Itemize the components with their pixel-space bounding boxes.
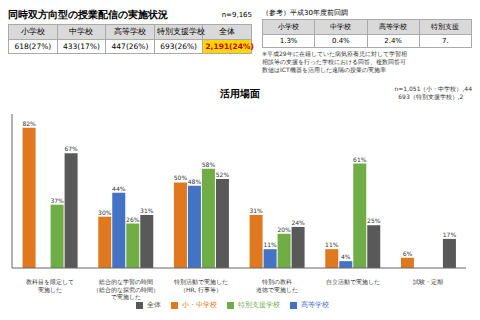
html-text:活用場面: 活用場面 (220, 88, 260, 99)
svg-text:61%: 61% (353, 156, 367, 163)
svg-text:26%: 26% (126, 216, 140, 223)
html-text:7.: 7. (442, 37, 449, 45)
svg-text:4%: 4% (341, 253, 351, 260)
html-text:特別支援学校: 特別支援学校 (156, 27, 205, 36)
html-text:小学校: 小学校 (20, 27, 45, 36)
svg-text:特別活動で実施した（HR, 行事等）: 特別活動で実施した（HR, 行事等） (174, 278, 228, 294)
html-text:中学校: 中学校 (330, 23, 352, 31)
svg-text:総合的な学習の時間（総合的な探究の時間）で実施した: 総合的な学習の時間（総合的な探究の時間）で実施した (93, 278, 159, 300)
html-text:433(17%): 433(17%) (63, 42, 100, 51)
html-text:618(27%): 618(27%) (14, 42, 52, 51)
svg-text:52%: 52% (216, 171, 230, 178)
html-text:特別支援: 特別支援 (431, 23, 460, 31)
html-text:1.3%: 1.3% (279, 37, 298, 45)
svg-text:試験・定期: 試験・定期 (413, 278, 443, 285)
svg-text:17%: 17% (443, 231, 457, 238)
svg-text:教科目を限定して実施した: 教科目を限定して実施した (26, 278, 74, 293)
html-text:693(26%): 693(26%) (160, 42, 197, 51)
html-text:特別支援学校: 特別支援学校 (237, 301, 280, 309)
svg-text:31%: 31% (140, 207, 154, 214)
html-text:小・中学校: 小・中学校 (181, 301, 217, 309)
html-text:n=1,051（小・中学校）,44 693（特別支援学校）,: n=1,051（小・中学校）,44 693（特別支援学校）,2 (394, 85, 472, 100)
svg-text:44%: 44% (112, 185, 126, 192)
svg-text:67%: 67% (64, 145, 78, 152)
html-text:中学校: 中学校 (69, 27, 94, 36)
html-text:n=9,165: n=9,165 (221, 11, 252, 19)
svg-text:20%: 20% (277, 226, 291, 233)
svg-text:自立活動で実施した: 自立活動で実施した (326, 278, 380, 285)
svg-text:11%: 11% (263, 241, 277, 248)
svg-text:37%: 37% (50, 197, 64, 204)
html-text:2.4%: 2.4% (384, 37, 402, 45)
svg-text:30%: 30% (98, 209, 112, 216)
html-text:高等学校: 高等学校 (300, 301, 329, 309)
html-text:0.4%: 0.4% (332, 37, 350, 45)
svg-text:25%: 25% (367, 217, 381, 224)
html-text:※平成29年に在籍していた病気療養児に対して学習相 相談等の: ※平成29年に在籍していた病気療養児に対して学習相 相談等の支援を行った学校にお… (262, 50, 407, 73)
html-text:同時双方向型の授業配信の実施状況: 同時双方向型の授業配信の実施状況 (8, 9, 168, 20)
html-text:全体: 全体 (219, 27, 236, 36)
svg-text:6%: 6% (403, 250, 413, 257)
svg-text:11%: 11% (325, 241, 339, 248)
html-text:高等学校: 高等学校 (379, 23, 408, 31)
svg-text:50%: 50% (174, 174, 188, 181)
html-text:（参考）平成30年度前回調: （参考）平成30年度前回調 (262, 9, 348, 17)
svg-text:58%: 58% (202, 161, 216, 168)
html-text:全体: 全体 (146, 301, 161, 309)
svg-text:31%: 31% (249, 207, 263, 214)
svg-text:82%: 82% (22, 120, 36, 127)
html-text:小学校: 小学校 (278, 23, 300, 31)
html-text:2,191(24%): 2,191(24%) (205, 42, 254, 51)
svg-text:48%: 48% (188, 178, 202, 185)
html-text:高等学校: 高等学校 (114, 27, 146, 36)
svg-text:24%: 24% (291, 219, 305, 226)
html-text:447(26%): 447(26%) (111, 42, 149, 51)
svg-text:特別の教科道徳で実施した: 特別の教科道徳で実施した (256, 278, 298, 293)
